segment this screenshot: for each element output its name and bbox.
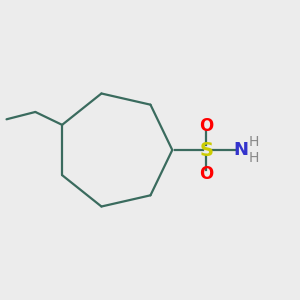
Text: O: O [199,165,214,183]
Text: H: H [249,151,259,165]
Text: H: H [249,135,259,149]
Text: O: O [199,117,214,135]
Text: S: S [200,140,214,160]
Text: N: N [233,141,248,159]
